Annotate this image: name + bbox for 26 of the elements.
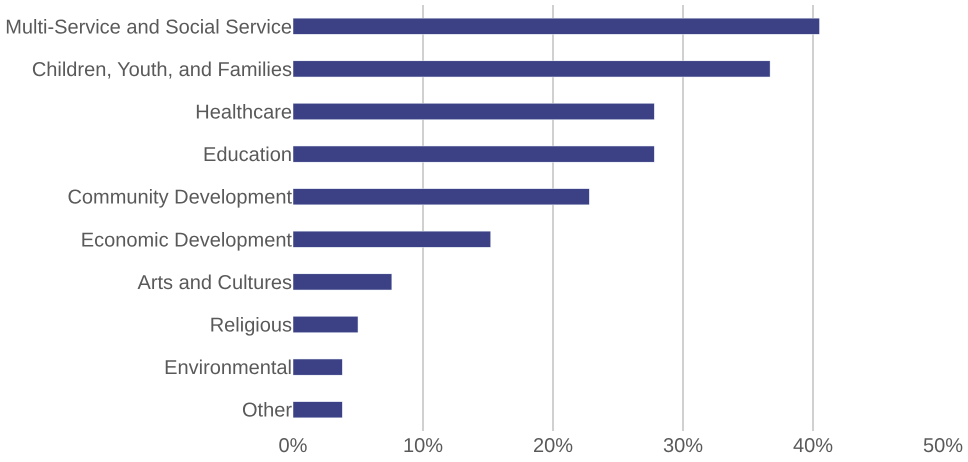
y-tick-label: Community Development	[67, 186, 292, 209]
y-tick-label: Arts and Cultures	[137, 272, 292, 294]
bar	[293, 230, 491, 248]
y-tick-label: Religious	[210, 314, 292, 336]
x-tick-label: 0%	[278, 435, 308, 457]
bar	[293, 146, 655, 162]
y-tick-label: Children, Youth, and Families	[32, 58, 292, 81]
bar	[293, 188, 590, 206]
bar	[293, 316, 358, 333]
bar	[293, 401, 343, 418]
x-tick-label: 50%	[922, 435, 964, 457]
bar	[293, 274, 392, 290]
y-tick-label: Healthcare	[195, 102, 292, 124]
x-tick-label: 20%	[532, 435, 574, 457]
y-tick-label: Other	[242, 400, 292, 422]
y-tick-label: Education	[203, 144, 292, 166]
y-tick-label: Economic Development	[80, 229, 292, 252]
x-tick-label: 40%	[792, 435, 834, 457]
y-tick-label: Multi-Service and Social Service	[5, 16, 292, 38]
bar	[293, 60, 770, 78]
bar	[293, 358, 343, 376]
x-tick-label: 30%	[662, 435, 704, 457]
bar	[293, 103, 655, 120]
y-tick-label: Environmental	[164, 357, 292, 380]
bar	[293, 18, 820, 35]
x-tick-label: 10%	[402, 435, 444, 457]
